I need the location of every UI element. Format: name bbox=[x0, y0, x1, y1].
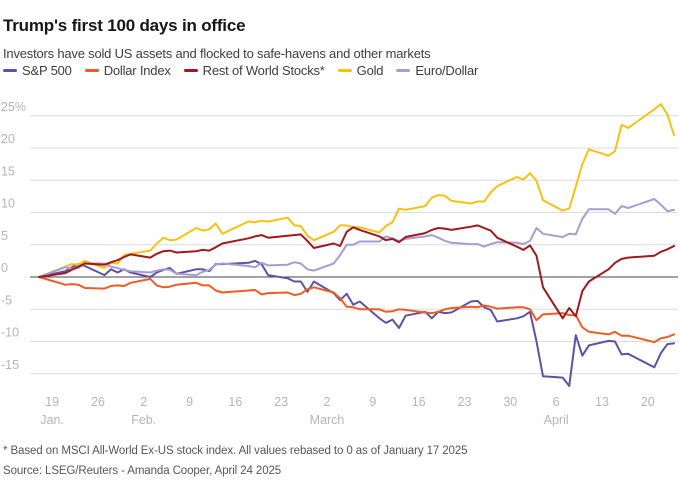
x-axis-month-label: April bbox=[544, 413, 569, 427]
page-title: Trump's first 100 days in office bbox=[3, 16, 246, 36]
series-line-euro_dollar bbox=[38, 198, 675, 278]
legend-swatch-euro_dollar bbox=[396, 68, 411, 72]
x-axis-month-label: Jan. bbox=[40, 413, 64, 427]
x-axis-tick-label: 23 bbox=[274, 395, 288, 409]
legend-label-gold: Gold bbox=[356, 62, 384, 78]
legend-item-sp500: S&P 500 bbox=[3, 63, 72, 78]
series-line-sp500 bbox=[38, 259, 675, 387]
legend-item-rest_of_world: Rest of World Stocks* bbox=[183, 62, 325, 78]
series-line-gold bbox=[38, 103, 675, 278]
y-axis-label: -10 bbox=[1, 326, 19, 340]
legend-label-dollar_index: Dollar Index bbox=[103, 62, 171, 78]
x-axis-tick-label: 13 bbox=[595, 395, 609, 409]
legend-swatch-gold bbox=[337, 68, 352, 72]
y-axis-label: 20 bbox=[1, 132, 15, 146]
x-axis-month-label: March bbox=[310, 413, 345, 427]
footnote: * Based on MSCI All-World Ex-US stock in… bbox=[3, 445, 468, 457]
y-axis-label: 15 bbox=[1, 164, 15, 178]
y-axis-label: 10 bbox=[1, 197, 15, 211]
x-axis-tick-label: 9 bbox=[369, 395, 376, 409]
x-axis-tick-label: 23 bbox=[458, 395, 472, 409]
legend: S&P 500 Dollar Index Rest of World Stocks*… bbox=[3, 61, 478, 79]
y-axis-label: 25% bbox=[1, 100, 26, 114]
x-axis-tick-label: 26 bbox=[91, 395, 105, 409]
x-axis-tick-label: 6 bbox=[553, 395, 560, 409]
x-axis-tick-label: 19 bbox=[45, 395, 59, 409]
legend-swatch-sp500 bbox=[3, 68, 17, 72]
series-line-rest_of_world bbox=[38, 224, 675, 320]
legend-label-euro_dollar: Euro/Dollar bbox=[415, 62, 479, 78]
legend-item-dollar_index: Dollar Index bbox=[84, 62, 171, 78]
y-axis-label: -15 bbox=[1, 358, 19, 372]
y-axis-label: 0 bbox=[1, 261, 8, 275]
source-line: Source: LSEG/Reuters - Amanda Cooper, Ap… bbox=[3, 465, 282, 477]
legend-item-gold: Gold bbox=[337, 62, 384, 78]
y-axis-label: 5 bbox=[1, 229, 8, 243]
x-axis-tick-label: 20 bbox=[641, 395, 655, 409]
x-axis-tick-label: 2 bbox=[324, 395, 331, 409]
legend-label-sp500: S&P 500 bbox=[22, 62, 72, 78]
series-line-dollar_index bbox=[38, 276, 675, 344]
x-axis-tick-label: 30 bbox=[503, 395, 517, 409]
page-subtitle: Investors have sold US assets and flocke… bbox=[3, 46, 431, 61]
x-axis-tick-label: 16 bbox=[412, 395, 426, 409]
x-axis-tick-label: 2 bbox=[140, 395, 147, 409]
y-axis-label: -5 bbox=[1, 293, 12, 307]
legend-item-euro_dollar: Euro/Dollar bbox=[396, 63, 478, 78]
legend-swatch-dollar_index bbox=[84, 68, 99, 72]
x-axis-tick-label: 16 bbox=[228, 395, 242, 409]
legend-label-rest_of_world: Rest of World Stocks* bbox=[202, 62, 325, 78]
x-axis-tick-label: 9 bbox=[186, 395, 193, 409]
x-axis-month-label: Feb. bbox=[131, 413, 156, 427]
legend-swatch-rest_of_world bbox=[183, 68, 198, 72]
